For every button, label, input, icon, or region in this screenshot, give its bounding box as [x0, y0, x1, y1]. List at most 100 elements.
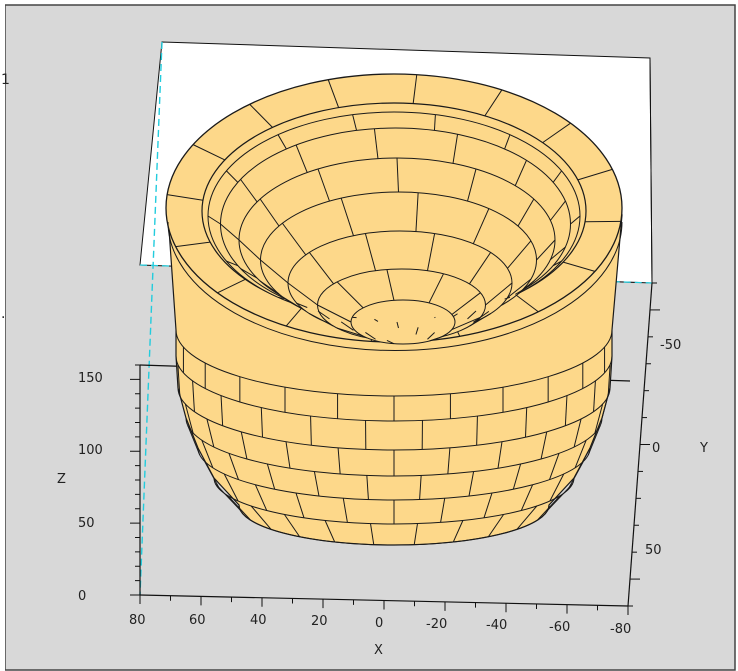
fragment-2: .: [1, 306, 5, 322]
interior-brick-joint: [238, 239, 261, 261]
interior-brick-joint: [415, 192, 419, 232]
interior-brick-joint: [240, 179, 258, 203]
outer-brick-joint: [483, 492, 493, 518]
outer-brick-bands: [175, 329, 613, 546]
rim-joint: [327, 79, 340, 108]
interior-brick-joint: [226, 260, 239, 267]
interior-brick-joint: [517, 198, 535, 227]
outer-brick-joint: [254, 484, 268, 511]
interior-brick-joint: [552, 260, 562, 267]
outer-brick-joint: [413, 523, 418, 545]
outer-brick-joint: [313, 471, 320, 497]
outer-brick-joint: [540, 431, 548, 460]
outer-brick-joint: [285, 441, 291, 469]
interior-brick-joint: [507, 278, 532, 299]
outer-band-line: [238, 504, 550, 546]
outer-brick-joint: [240, 431, 248, 460]
interior-brick-joint: [259, 198, 280, 227]
y-tick-neg50: -50: [660, 338, 681, 353]
rim-joint: [484, 89, 503, 117]
interior-brick-joint: [309, 313, 334, 327]
outer-brick-joint: [201, 440, 214, 469]
interior-brick-joint: [308, 252, 334, 285]
interior-brick-joint: [428, 335, 444, 342]
outer-brick-joint: [177, 364, 181, 397]
interior-brick-joint: [451, 292, 481, 315]
interior-brick-joint: [451, 316, 481, 330]
outer-brick-joint: [536, 495, 561, 521]
rim-joint: [285, 305, 304, 327]
interior-rings: [207, 111, 581, 345]
interior-brick-joint: [552, 170, 562, 183]
interior-brick-joint: [415, 327, 419, 335]
rim-joint: [192, 144, 226, 161]
outer-brick-joint: [284, 514, 301, 538]
outer-brick-joint: [440, 498, 446, 523]
z-tick-50: 50: [78, 516, 95, 531]
outer-brick-joint: [587, 425, 601, 455]
interior-brick-joint: [504, 296, 511, 300]
outer-brick-joint: [419, 475, 422, 500]
outer-brick-joint: [512, 463, 522, 490]
interior-brick-joint: [352, 114, 358, 131]
y-axis-ticks: [628, 282, 660, 607]
interior-brick-joint: [467, 310, 477, 320]
x-tick-20: 20: [311, 614, 328, 629]
y-tick-50: 50: [645, 543, 662, 558]
z-tick-100: 100: [78, 443, 103, 458]
outer-brick-joint: [594, 403, 604, 434]
outer-brick-joint: [573, 418, 582, 448]
interior-brick-joint: [426, 233, 436, 271]
interior-brick-joint: [364, 233, 377, 271]
outer-brick-joint: [295, 492, 305, 518]
rim-joint: [167, 194, 204, 201]
outer-brick-joint: [487, 514, 504, 538]
outer-brick-joint: [310, 416, 312, 446]
interior-brick-joint: [207, 215, 221, 225]
interior-brick-joint: [517, 280, 535, 295]
interior-brick-joint: [295, 302, 308, 308]
interior-brick-joint: [428, 273, 444, 304]
interior-brick-joint: [287, 282, 318, 306]
x-axis-label: X: [374, 643, 383, 658]
interior-brick-joint: [317, 310, 330, 320]
interior-brick-joint: [396, 321, 399, 329]
rim-joint: [249, 103, 273, 128]
outer-brick-joint: [520, 484, 534, 511]
x-tick-neg20: -20: [426, 617, 447, 632]
y-tick-0: 0: [652, 441, 660, 456]
rim-joint: [515, 294, 539, 313]
outer-brick-joint: [370, 523, 375, 545]
interior-brick-joint: [373, 128, 379, 159]
interior-brick-joint: [507, 240, 532, 269]
x-tick-neg80: -80: [610, 622, 631, 637]
outer-brick-joint: [549, 473, 565, 502]
interior-brick-joint: [469, 313, 491, 327]
fragment-1: 1: [1, 72, 10, 88]
x-tick-60: 60: [189, 613, 206, 628]
z-tick-150: 150: [78, 371, 103, 386]
outer-brick-joint: [266, 463, 276, 490]
outer-brick-joint: [337, 447, 341, 475]
interior-brick-joint: [240, 268, 258, 279]
outer-brick-joint: [564, 395, 568, 426]
interior-brick-joint: [514, 160, 527, 186]
rim-joint: [577, 168, 613, 181]
interior-brick-joint: [259, 280, 280, 295]
interior-brick-joint: [386, 339, 395, 345]
outer-brick-joint: [468, 471, 475, 497]
rim-joint: [563, 261, 596, 272]
rim-joint: [542, 122, 571, 144]
outer-brick-joint: [220, 395, 224, 426]
interior-brick-joint: [277, 134, 287, 150]
interior-brick-joint: [550, 246, 566, 261]
rim-joints: [167, 74, 621, 342]
interior-brick-joint: [337, 327, 364, 337]
interior-brick-joint: [396, 157, 399, 193]
z-tick-0: 0: [78, 589, 86, 604]
outer-brick-joint: [250, 505, 272, 530]
outer-brick-joint: [607, 364, 611, 397]
z-axis-ticks: [130, 364, 140, 596]
interior-brick-joint: [295, 144, 308, 173]
interior-brick-joint: [340, 321, 354, 331]
